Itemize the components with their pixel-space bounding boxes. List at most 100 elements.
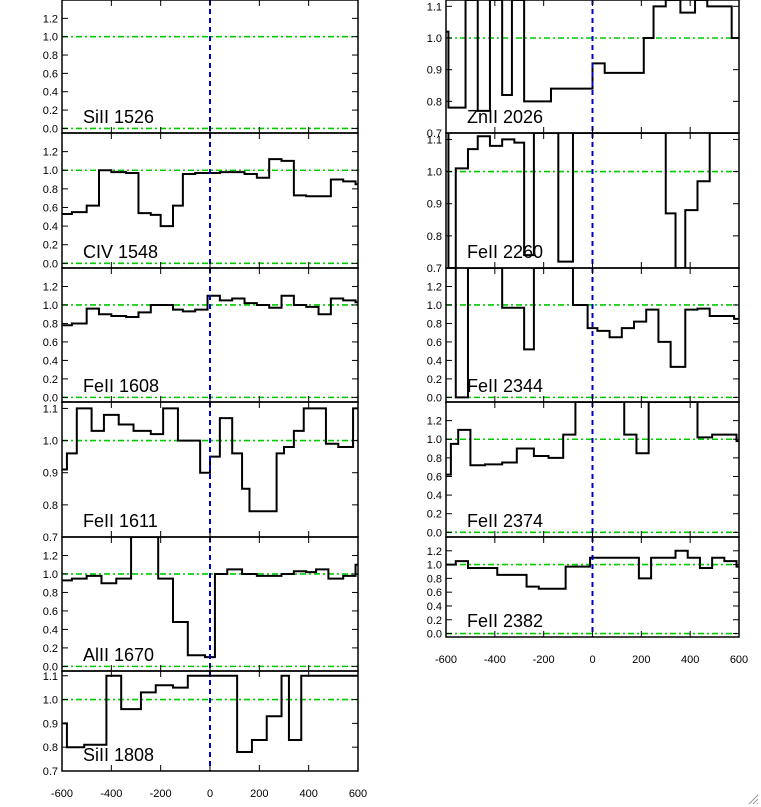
panel-3: 0.7 0.8 0.9 1.0 1.1 FeII 1611 [43, 402, 358, 544]
x-tick-label: 200 [250, 788, 268, 800]
y-tick-label: 0.2 [427, 509, 442, 521]
y-tick-label: 0.8 [427, 318, 442, 330]
y-tick-label: 1.0 [43, 695, 58, 707]
y-tick-label: 0.4 [427, 355, 442, 367]
ion-label: SiII 1808 [83, 745, 154, 765]
y-tick-label: 0.4 [43, 355, 58, 367]
y-tick-label: 0.0 [43, 258, 58, 270]
y-tick-label: 0.7 [43, 766, 58, 778]
x-tick-label: -400 [484, 654, 506, 666]
y-tick-label: 0.4 [43, 221, 58, 233]
x-tick-label: -600 [435, 654, 457, 666]
y-tick-label: 0.6 [43, 337, 58, 349]
y-tick-label: 0.8 [427, 231, 442, 243]
panel-9: 0.0 0.2 0.4 0.6 0.8 1.0 1.2 FeII 2374 [427, 402, 739, 539]
y-tick-label: 0.9 [427, 199, 442, 211]
y-tick-label: 0.0 [43, 123, 58, 135]
y-tick-label: 1.1 [427, 134, 442, 146]
y-tick-label: 0.9 [43, 718, 58, 730]
y-tick-label: 1.2 [43, 550, 58, 562]
y-tick-label: 0.9 [427, 65, 442, 77]
y-tick-label: 0.8 [43, 587, 58, 599]
y-tick-label: 1.2 [427, 281, 442, 293]
y-tick-label: 0.6 [43, 68, 58, 80]
panel-8: 0.00.20.40.60.81.01.2FeII 2344 [427, 268, 739, 404]
y-tick-label: 0.6 [427, 587, 442, 599]
y-tick-label: 0.4 [43, 87, 58, 99]
y-tick-label: 1.2 [427, 416, 442, 428]
y-tick-label: 1.0 [43, 300, 58, 312]
y-tick-label: 0.6 [43, 606, 58, 618]
x-tick-label: -400 [100, 788, 122, 800]
y-tick-label: 0.8 [43, 318, 58, 330]
y-tick-label: 1.0 [427, 560, 442, 572]
y-tick-label: 0.8 [427, 573, 442, 585]
panel-2: 0.0 0.2 0.4 0.6 0.8 1.0 1.2 FeII 1608 [43, 268, 358, 404]
y-tick-label: 0.4 [427, 601, 442, 613]
y-tick-label: 0.4 [43, 624, 58, 636]
x-tick-label: 0 [207, 788, 213, 800]
ion-label: CIV 1548 [83, 242, 158, 262]
y-tick-label: 1.1 [43, 403, 58, 415]
y-tick-label: 0.8 [43, 50, 58, 62]
ion-label: FeII 1608 [83, 376, 159, 396]
x-tick-label: 600 [730, 654, 748, 666]
y-tick-label: 1.2 [43, 13, 58, 25]
y-tick-label: 1.2 [43, 281, 58, 293]
y-tick-label: 1.2 [43, 147, 58, 159]
y-tick-label: 0.8 [43, 742, 58, 754]
ion-label: ZnII 2026 [467, 107, 543, 127]
x-tick-label: 0 [589, 654, 595, 666]
y-tick-label: 0.8 [427, 453, 442, 465]
y-tick-label: 1.0 [43, 436, 58, 448]
y-tick-label: 1.0 [43, 165, 58, 177]
panel-4: 0.0 0.2 0.4 0.6 0.8 1.0 1.2 AlII 1670 [43, 537, 358, 673]
y-tick-label: 0.6 [427, 337, 442, 349]
y-tick-label: 0.9 [43, 468, 58, 480]
ion-label: FeII 2382 [467, 611, 543, 631]
ion-label: AlII 1670 [83, 645, 154, 665]
ion-label: FeII 2260 [467, 242, 543, 262]
y-tick-label: 0.6 [427, 471, 442, 483]
panel-7: 0.7 0.8 0.9 1.0 1.1 FeII 2260 [427, 133, 739, 275]
x-tick-label: 600 [349, 788, 367, 800]
y-tick-label: 0.0 [427, 527, 442, 539]
y-tick-label: 0.0 [427, 392, 442, 404]
ion-label: FeII 2374 [467, 511, 543, 531]
panel-0: 0.0 0.2 0.4 0.6 0.8 1.0 1.2 SiII 1526 [43, 0, 358, 135]
y-tick-label: 0.2 [427, 615, 442, 627]
y-tick-label: 0.2 [43, 374, 58, 386]
y-tick-label: 0.2 [43, 643, 58, 655]
panel-6: 0.7 0.8 0.9 1.0 1.1 ZnII 2026 [427, 0, 739, 140]
x-tick-label: 400 [681, 654, 699, 666]
y-tick-label: 1.0 [43, 569, 58, 581]
flux-spectrum [62, 676, 358, 752]
panel-10: 0.0 0.2 0.4 0.6 0.81.0 1.2 FeII 2382 -600 -400 -2… [427, 537, 748, 666]
x-tick-label: -200 [150, 788, 172, 800]
y-tick-label: 0.7 [43, 532, 58, 544]
y-tick-label: 1.0 [427, 167, 442, 179]
x-tick-label: -600 [51, 788, 73, 800]
y-tick-label: 1.0 [43, 32, 58, 44]
y-tick-label: 0.6 [43, 202, 58, 214]
ion-label: SiII 1526 [83, 107, 154, 127]
panel-1: 0.0 0.2 0.4 0.6 0.8 1.0 1.2 CIV 1548 [43, 133, 358, 270]
y-tick-label: 0.8 [43, 184, 58, 196]
y-tick-label: 0.0 [427, 629, 442, 641]
flux-spectrum [62, 296, 358, 326]
y-tick-label: 0.2 [427, 374, 442, 386]
resize-grip-icon[interactable] [747, 793, 759, 805]
panel-5: 0.7 0.8 0.9 1.0 1.1 SiII 1808 -600 -400 -200 0 200… [43, 671, 367, 800]
y-tick-label: 1.1 [427, 1, 442, 13]
y-tick-label: 1.0 [427, 33, 442, 45]
y-tick-label: 1.2 [427, 546, 442, 558]
y-tick-label: 0.2 [43, 105, 58, 117]
y-tick-label: 0.2 [43, 240, 58, 252]
x-tick-label: 400 [299, 788, 317, 800]
y-tick-label: 0.8 [427, 96, 442, 108]
y-tick-label: 0.8 [43, 500, 58, 512]
y-tick-label: 1.0 [427, 434, 442, 446]
x-tick-label: -200 [533, 654, 555, 666]
